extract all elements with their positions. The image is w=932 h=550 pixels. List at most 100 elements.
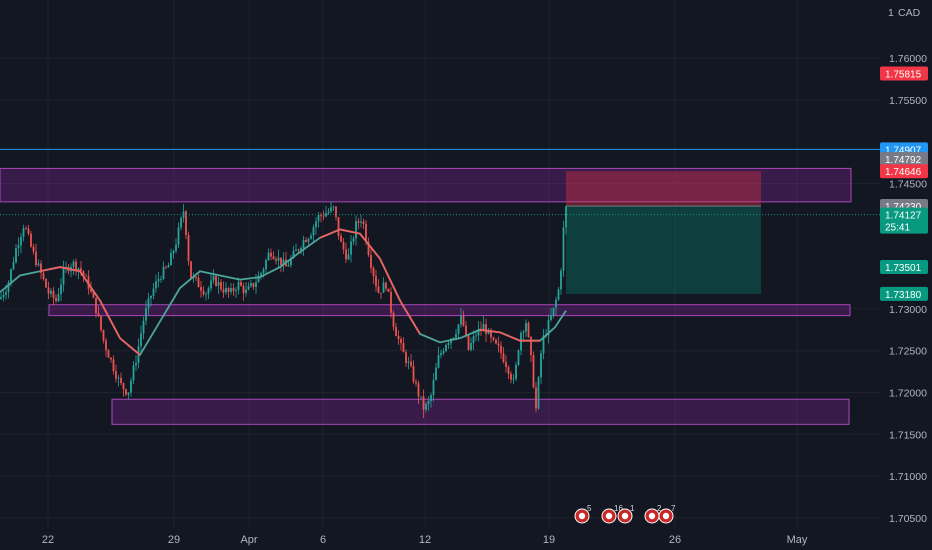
- candle-body: [340, 235, 342, 242]
- price-label-bg: [880, 207, 928, 234]
- short-position-tool[interactable]: [566, 171, 761, 294]
- candle-body: [312, 227, 315, 236]
- candle-body: [172, 250, 175, 254]
- candle-body: [457, 324, 460, 334]
- candle-body: [17, 245, 20, 249]
- candle-body: [555, 299, 557, 308]
- candle-body: [335, 206, 337, 218]
- candle-body: [365, 223, 367, 242]
- candle-body: [367, 241, 370, 255]
- support-resistance-zones[interactable]: [0, 167, 852, 425]
- candle-body: [257, 275, 260, 283]
- zone-3[interactable]: [111, 398, 850, 425]
- candle-body: [520, 332, 522, 351]
- candle-body: [90, 288, 92, 292]
- candle-body: [397, 335, 400, 340]
- y-tick-label: 1.71000: [889, 471, 927, 483]
- candle-body: [562, 227, 565, 271]
- candle-body: [440, 353, 442, 356]
- y-tick-label: 1.72500: [889, 346, 927, 358]
- candle-body: [155, 281, 157, 289]
- candle-body: [132, 365, 135, 381]
- scale-option-label[interactable]: 1: [888, 7, 894, 19]
- stop-loss-area[interactable]: [566, 171, 761, 207]
- candle-body: [537, 377, 540, 409]
- candle-body: [345, 249, 347, 260]
- candle-body: [330, 207, 332, 212]
- candle-body: [157, 279, 160, 282]
- candle-body: [35, 251, 37, 266]
- candle-body: [490, 330, 492, 338]
- candle-body: [390, 291, 392, 313]
- candle-body: [525, 322, 527, 332]
- candle-body: [347, 254, 350, 260]
- zone-1[interactable]: [0, 167, 852, 203]
- candle-body: [542, 335, 545, 354]
- candle-body: [265, 260, 267, 270]
- zone-2[interactable]: [48, 304, 851, 317]
- candle-body: [430, 395, 432, 401]
- candle-body: [310, 235, 312, 239]
- candle-body: [47, 287, 50, 294]
- countdown-label: 25:41: [885, 223, 910, 234]
- candle-body: [270, 252, 272, 257]
- take-profit-area[interactable]: [566, 206, 761, 294]
- candle-body: [280, 257, 282, 266]
- candle-body: [225, 288, 227, 293]
- x-tick-label: May: [787, 534, 808, 546]
- event-flag-icon-inner: [605, 512, 613, 520]
- candle-body: [245, 289, 247, 294]
- candle-body: [142, 320, 145, 334]
- candle-body: [150, 295, 152, 299]
- candle-body: [502, 353, 505, 363]
- candle-body: [262, 269, 265, 274]
- candle-body: [352, 238, 355, 242]
- candle-body: [485, 324, 487, 334]
- candle-body: [435, 367, 437, 381]
- candle-body: [495, 339, 497, 344]
- candle-body: [162, 266, 165, 279]
- candle-body: [247, 285, 250, 290]
- candle-body: [75, 261, 77, 271]
- candle-body: [487, 330, 490, 334]
- candle-body: [207, 288, 210, 294]
- candle-body: [112, 359, 115, 372]
- candle-body: [510, 373, 512, 380]
- candle-body: [92, 291, 95, 298]
- price-label: 1.75815: [885, 69, 922, 80]
- time-axis[interactable]: 22 29 Apr 6 12 19 26 May: [42, 534, 808, 546]
- candle-body: [27, 228, 30, 234]
- candle-body: [465, 325, 467, 336]
- candle-body: [380, 292, 382, 294]
- price-label: 1.73501: [885, 263, 922, 274]
- candle-body: [195, 276, 197, 278]
- candle-body: [515, 364, 517, 379]
- candle-body: [320, 214, 322, 216]
- candle-body: [492, 337, 495, 340]
- candle-body: [422, 396, 425, 410]
- candle-body: [315, 221, 317, 228]
- candle-body: [360, 221, 362, 223]
- candle-body: [565, 206, 567, 228]
- candle-body: [5, 291, 7, 295]
- candle-body: [482, 324, 485, 330]
- candle-body: [102, 329, 105, 341]
- candle-body: [400, 339, 402, 344]
- candle-body: [535, 387, 537, 409]
- moving-average-falling: [479, 328, 540, 342]
- candle-body: [107, 350, 110, 358]
- event-badges[interactable]: 5 16 1 2 7: [574, 504, 676, 524]
- candle-body: [230, 287, 232, 292]
- candle-body: [197, 277, 200, 288]
- candle-body: [275, 259, 277, 261]
- event-flag-icon-inner: [578, 512, 586, 520]
- candle-body: [530, 336, 532, 356]
- candle-body: [97, 313, 100, 317]
- candle-body: [357, 221, 360, 223]
- price-axis[interactable]: 1 CAD 1.76000 1.75500 1.74500 1.73000 1.7250…: [880, 7, 928, 525]
- candle-body: [437, 355, 440, 368]
- candle-body: [392, 312, 395, 327]
- candle-body: [12, 262, 15, 270]
